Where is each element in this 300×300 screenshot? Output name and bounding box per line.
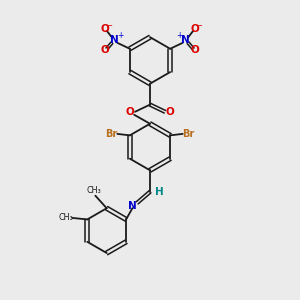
Text: Br: Br [183, 129, 195, 139]
Text: CH₃: CH₃ [58, 213, 73, 222]
Text: H: H [155, 188, 164, 197]
Text: O: O [166, 107, 175, 117]
Text: Br: Br [105, 129, 117, 139]
Text: N: N [110, 35, 119, 45]
Text: O: O [125, 107, 134, 117]
Text: O: O [101, 45, 110, 55]
Text: −: − [105, 21, 112, 30]
Text: +: + [176, 31, 183, 40]
Text: −: − [195, 21, 202, 30]
Text: O: O [191, 24, 200, 34]
Text: N: N [181, 35, 190, 45]
Text: CH₃: CH₃ [87, 186, 101, 195]
Text: N: N [128, 201, 137, 212]
Text: +: + [117, 31, 124, 40]
Text: O: O [190, 45, 199, 55]
Text: O: O [100, 24, 109, 34]
